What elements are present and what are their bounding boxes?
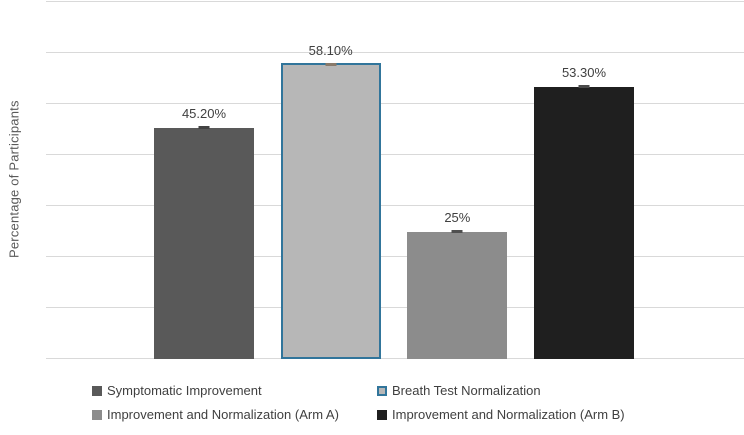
legend-swatch — [92, 385, 102, 396]
x-axis-line — [46, 358, 744, 359]
error-bar-tick — [578, 85, 590, 89]
legend-swatch — [92, 409, 102, 420]
bar: 58.10% — [280, 43, 381, 359]
legend-label: Improvement and Normalization (Arm A) — [107, 407, 339, 422]
legend-item: Symptomatic Improvement — [92, 383, 377, 398]
y-axis-title: Percentage of Participants — [6, 100, 22, 259]
legend-label: Breath Test Normalization — [392, 383, 541, 398]
bar: 53.30% — [534, 65, 634, 359]
bar-value-label: 45.20% — [181, 106, 227, 122]
gridline — [46, 103, 744, 104]
legend-swatch — [377, 409, 387, 420]
bar-value-label: 58.10% — [308, 42, 353, 58]
legend-item: Improvement and Normalization (Arm A) — [92, 407, 377, 422]
gridline — [46, 1, 744, 2]
plot-area: 45.20% 58.10% 25% 53.30% — [46, 1, 744, 359]
error-bar-tick — [198, 126, 210, 130]
gridline — [46, 52, 744, 53]
bar: 25% — [407, 210, 508, 359]
error-bar-tick — [451, 229, 463, 233]
bar-value-label: 25% — [444, 209, 471, 225]
bar: 45.20% — [154, 106, 254, 359]
legend-item: Breath Test Normalization — [377, 383, 712, 398]
gridline — [46, 205, 744, 206]
gridline — [46, 307, 744, 308]
bar-value-label: 53.30% — [561, 65, 607, 81]
gridline — [46, 154, 744, 155]
legend-label: Symptomatic Improvement — [107, 383, 262, 398]
gridline — [46, 256, 744, 257]
legend-label: Improvement and Normalization (Arm B) — [392, 407, 625, 422]
error-bar-tick — [325, 62, 337, 66]
legend-swatch — [377, 385, 387, 396]
legend-item: Improvement and Normalization (Arm B) — [377, 407, 712, 422]
legend: Symptomatic Improvement Breath Test Norma… — [92, 383, 712, 422]
